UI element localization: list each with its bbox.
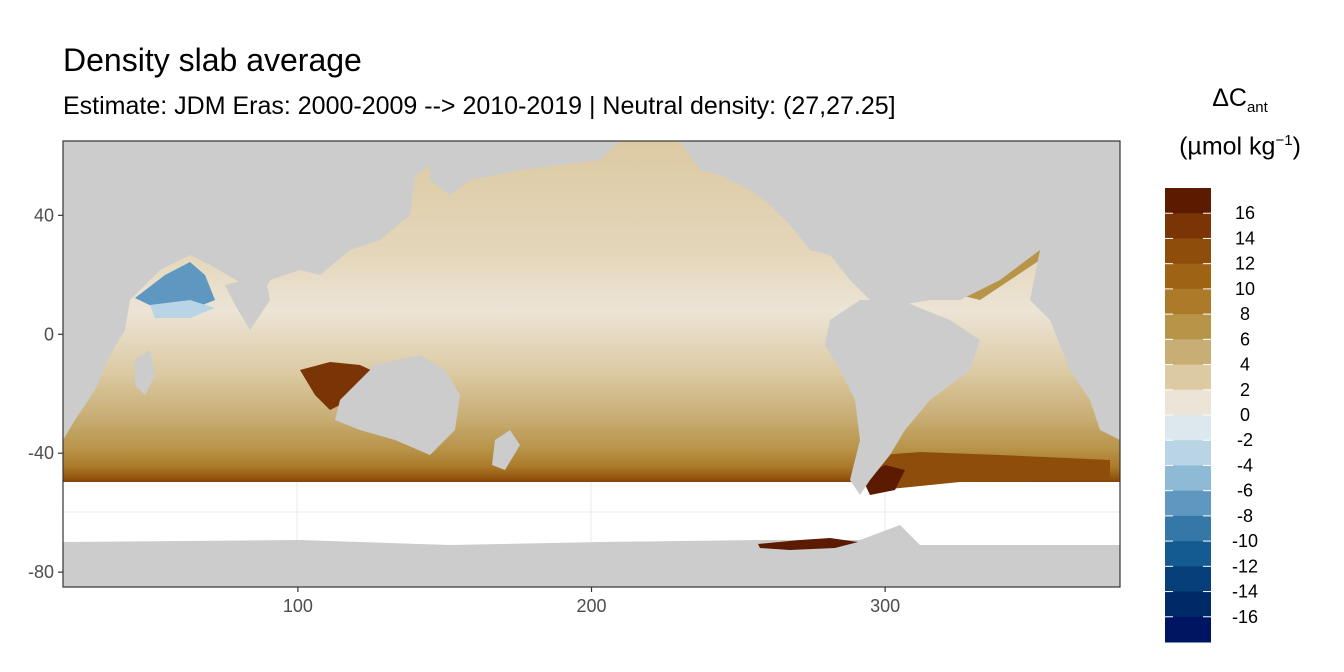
legend-title-sub: ant xyxy=(1246,99,1268,116)
south-america-land xyxy=(825,300,980,495)
legend-unit-sup: −1 xyxy=(1275,132,1293,149)
legend-colorbar xyxy=(1165,188,1211,643)
legend-unit-suffix: ) xyxy=(1292,132,1301,161)
x-axis: 100 200 300 xyxy=(283,587,900,616)
y-tick-label: -80 xyxy=(28,562,54,582)
legend-label: -14 xyxy=(1232,582,1258,602)
ross-sea-anomaly xyxy=(758,538,858,550)
plot-subtitle: Estimate: JDM Eras: 2000-2009 --> 2010-2… xyxy=(63,92,896,120)
southern-atlantic-band xyxy=(860,452,1110,490)
legend-swatch xyxy=(1165,616,1211,643)
india-land xyxy=(225,275,270,330)
land-masses xyxy=(63,141,1120,587)
north-america-land xyxy=(680,141,1120,305)
africa-east-land xyxy=(1030,250,1120,440)
legend-unit-prefix: (µmol kg xyxy=(1179,132,1276,161)
legend-label: 2 xyxy=(1240,380,1250,400)
madagascar-land xyxy=(135,350,155,395)
arabian-sea-anomaly xyxy=(135,262,215,310)
legend-swatch xyxy=(1165,440,1211,466)
legend-swatch xyxy=(1165,465,1211,492)
y-axis: 40 0 -40 -80 xyxy=(28,205,63,582)
legend-swatch xyxy=(1165,314,1211,340)
legend-swatch xyxy=(1165,389,1211,416)
legend-label: -12 xyxy=(1232,556,1258,576)
greenland-land xyxy=(1040,141,1120,230)
legend-swatch xyxy=(1165,364,1211,391)
x-tick-label: 200 xyxy=(576,596,606,616)
x-tick-label: 100 xyxy=(283,596,313,616)
legend-swatch xyxy=(1165,515,1211,542)
legend-swatch xyxy=(1165,490,1211,517)
legend-swatch xyxy=(1165,566,1211,593)
legend-label: -8 xyxy=(1237,506,1253,526)
legend-swatch xyxy=(1165,415,1211,441)
legend-swatch xyxy=(1165,591,1211,618)
legend-label: 10 xyxy=(1235,279,1255,299)
legend-title: ΔCant xyxy=(1150,84,1330,116)
legend-swatch xyxy=(1165,263,1211,290)
legend-label: 0 xyxy=(1240,405,1250,425)
x-tick-label: 300 xyxy=(870,596,900,616)
legend-swatch xyxy=(1165,238,1211,265)
legend-label: -4 xyxy=(1237,455,1253,475)
legend-swatch xyxy=(1165,188,1211,214)
siberia-land xyxy=(430,141,620,195)
legend-label: -16 xyxy=(1232,607,1258,627)
legend-label: -10 xyxy=(1232,531,1258,551)
legend-unit: (µmol kg−1) xyxy=(1150,132,1330,161)
legend-label: -2 xyxy=(1237,430,1253,450)
legend-swatch xyxy=(1165,339,1211,366)
legend-label: -6 xyxy=(1237,481,1253,501)
y-tick-label: 0 xyxy=(44,324,54,344)
legend-labels: 16 14 12 10 8 6 4 2 0 -2 -4 -6 -8 -10 -12 -14 -16 xyxy=(1165,203,1258,627)
legend-title-main: ΔC xyxy=(1212,84,1247,112)
legend-label: 12 xyxy=(1235,254,1255,274)
australia-land xyxy=(335,355,460,455)
legend-label: 16 xyxy=(1235,203,1255,223)
legend-label: 14 xyxy=(1235,228,1255,248)
legend-swatch xyxy=(1165,541,1211,567)
new-zealand-land xyxy=(492,430,520,470)
map-panel xyxy=(63,141,1120,587)
y-tick-label: 40 xyxy=(34,205,54,225)
legend-label: 8 xyxy=(1240,304,1250,324)
y-tick-label: -40 xyxy=(28,443,54,463)
plot-title: Density slab average xyxy=(63,42,362,78)
legend-label: 6 xyxy=(1240,329,1250,349)
arabian-sea-anomaly-edge xyxy=(150,300,215,318)
legend-swatch xyxy=(1165,213,1211,239)
antarctica-land xyxy=(63,525,1120,587)
legend-swatch xyxy=(1165,288,1211,315)
legend-label: 4 xyxy=(1240,355,1250,375)
timor-sea-anomaly xyxy=(300,362,375,410)
